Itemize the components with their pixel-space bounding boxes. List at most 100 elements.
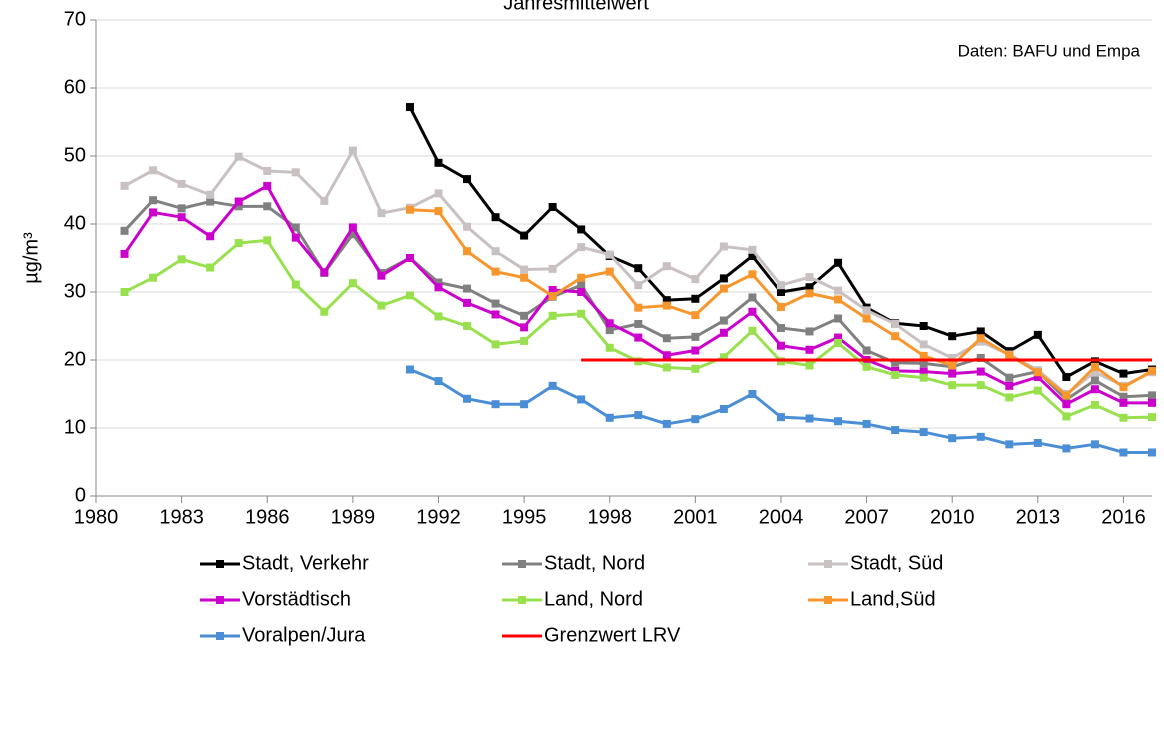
marker [120, 181, 129, 190]
marker [120, 288, 129, 296]
marker [919, 340, 928, 349]
marker [691, 346, 700, 355]
marker [634, 319, 643, 328]
marker [120, 226, 129, 235]
marker [463, 284, 472, 293]
marker [862, 346, 871, 355]
marker [776, 413, 785, 422]
marker [377, 209, 386, 218]
marker [1148, 391, 1156, 400]
marker [1119, 413, 1128, 422]
x-tick-label: 1998 [587, 506, 632, 528]
x-tick-label: 1989 [331, 506, 376, 528]
marker [463, 247, 472, 256]
marker [776, 302, 785, 311]
marker [719, 316, 728, 325]
marker [748, 307, 757, 316]
marker [434, 312, 443, 321]
marker [948, 353, 957, 362]
y-tick-label: 60 [64, 76, 86, 98]
marker [1090, 368, 1099, 377]
marker [662, 301, 671, 310]
legend-item: Grenzwert LRV [502, 624, 681, 646]
marker [834, 258, 843, 267]
marker [1119, 392, 1128, 401]
marker [491, 213, 500, 222]
marker [948, 369, 957, 378]
legend-item: Stadt, Verkehr [200, 552, 369, 574]
marker [1119, 383, 1128, 392]
series [120, 236, 1156, 422]
marker [1005, 373, 1014, 382]
legend-label: Voralpen/Jura [242, 624, 366, 646]
series [405, 365, 1156, 457]
marker [891, 366, 900, 375]
marker [976, 334, 985, 343]
marker [520, 265, 529, 274]
legend-label: Grenzwert LRV [544, 624, 681, 646]
marker [605, 413, 614, 422]
marker [577, 288, 586, 296]
marker [662, 363, 671, 372]
marker [691, 311, 700, 320]
y-tick-label: 0 [75, 484, 86, 506]
legend-label: Stadt, Nord [544, 552, 645, 574]
marker [348, 223, 357, 232]
marker [520, 273, 529, 282]
marker [149, 196, 158, 205]
marker [263, 202, 272, 211]
legend-item: Stadt, Süd [808, 552, 943, 574]
x-tick-label: 2001 [673, 506, 718, 528]
marker [662, 296, 671, 305]
marker [491, 340, 500, 349]
marker [206, 232, 215, 241]
marker [520, 323, 529, 332]
marker [1090, 385, 1099, 394]
marker [434, 158, 443, 167]
marker [948, 434, 957, 443]
marker [862, 306, 871, 315]
marker [463, 394, 472, 403]
marker [891, 319, 900, 328]
marker [976, 353, 985, 362]
marker [434, 278, 443, 287]
marker [234, 197, 243, 206]
marker [691, 332, 700, 341]
x-tick-label: 1980 [74, 506, 119, 528]
marker [1033, 438, 1042, 447]
marker [719, 242, 728, 251]
marker [919, 359, 928, 368]
y-tick-label: 20 [64, 348, 86, 370]
marker [348, 146, 357, 155]
legend-marker [216, 560, 224, 568]
marker [805, 361, 814, 370]
marker [805, 273, 814, 282]
marker [719, 284, 728, 293]
marker [577, 225, 586, 234]
y-tick-label: 10 [64, 416, 86, 438]
marker [691, 275, 700, 284]
marker [348, 230, 357, 239]
marker [548, 203, 557, 211]
marker [348, 279, 357, 288]
marker [634, 333, 643, 342]
marker [919, 373, 928, 382]
legend-label: Stadt, Verkehr [242, 552, 369, 574]
marker [662, 262, 671, 271]
marker [434, 377, 443, 386]
series [120, 181, 1156, 409]
marker [263, 236, 272, 245]
marker [405, 254, 414, 262]
marker [605, 319, 614, 328]
marker [1090, 376, 1099, 385]
marker [291, 223, 300, 232]
marker [1062, 373, 1071, 381]
legend-marker [216, 632, 224, 640]
marker [463, 175, 472, 184]
marker [263, 181, 272, 190]
legend-label: Stadt, Süd [850, 552, 943, 574]
y-tick-label: 50 [64, 144, 86, 166]
legend-item: Land, Nord [502, 588, 643, 610]
line [123, 198, 1153, 401]
